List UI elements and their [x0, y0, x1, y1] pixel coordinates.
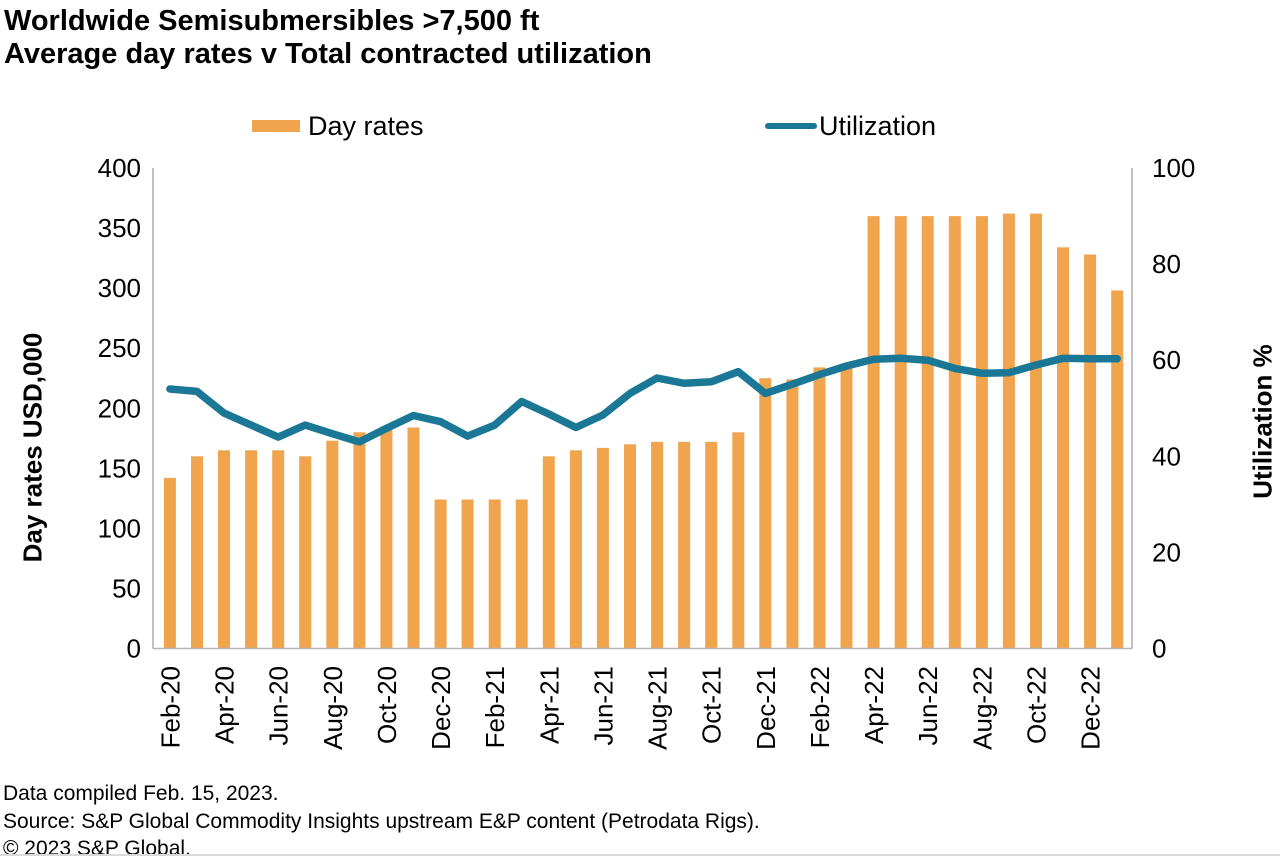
chart-footnotes: Data compiled Feb. 15, 2023. Source: S&P… [3, 780, 760, 857]
legend-label-utilization: Utilization [819, 111, 937, 141]
day-rates-bar [353, 432, 366, 649]
day-rates-bar [407, 427, 420, 649]
right-axis-tick-label: 60 [1152, 345, 1181, 375]
day-rates-bar [732, 432, 745, 649]
day-rates-bar [163, 477, 176, 649]
day-rates-bar [515, 499, 528, 649]
day-rates-bar [434, 499, 447, 649]
x-axis-tick-label: Aug-22 [967, 666, 997, 750]
x-axis-tick-label: Dec-21 [751, 666, 781, 750]
x-axis-tick-label: Aug-20 [318, 666, 348, 750]
day-rates-bar [813, 367, 826, 649]
left-axis-tick-label: 200 [98, 393, 141, 423]
x-axis-tick-label: Oct-21 [697, 666, 727, 744]
day-rates-bar [975, 216, 988, 649]
day-rates-bar [245, 450, 258, 649]
x-axis-tick-label: Feb-20 [155, 666, 185, 748]
right-axis-tick-label: 40 [1152, 441, 1181, 471]
left-axis-tick-label: 400 [98, 153, 141, 183]
day-rates-bar [461, 499, 474, 649]
day-rates-bar [840, 366, 853, 649]
day-rates-bar [1057, 247, 1069, 649]
day-rates-bar [624, 444, 636, 649]
x-axis-tick-label: Apr-20 [210, 666, 240, 744]
day-rates-bar [894, 216, 907, 649]
day-rates-bar [786, 379, 799, 649]
x-axis-tick-label: Oct-22 [1022, 666, 1052, 744]
bottom-divider [0, 854, 1280, 856]
right-axis-tick-label: 0 [1152, 634, 1166, 664]
day-rates-bar [596, 447, 609, 649]
utilization-swatch-icon [765, 123, 817, 129]
x-axis-tick-label: Feb-21 [480, 666, 510, 748]
day-rates-bar [867, 216, 880, 649]
day-rates-bar [326, 440, 339, 649]
day-rates-bar [705, 441, 718, 649]
day-rates-bar [1002, 213, 1015, 649]
x-axis-tick-label: Jun-20 [264, 666, 294, 746]
day-rates-bar [191, 456, 203, 649]
footnote-source: Source: S&P Global Commodity Insights up… [3, 809, 760, 833]
chart-title: Worldwide Semisubmersibles >7,500 ft Ave… [4, 5, 652, 71]
x-axis-tick-label: Jun-22 [913, 666, 943, 746]
x-axis-tick-label: Dec-20 [426, 666, 456, 750]
left-axis-tick-label: 100 [98, 513, 141, 543]
day-rates-bar [678, 441, 691, 649]
footnote-data-compiled: Data compiled Feb. 15, 2023. [3, 782, 279, 805]
chart-title-line1: Worldwide Semisubmersibles >7,500 ft [4, 5, 540, 37]
left-axis-tick-label: 350 [98, 213, 141, 243]
right-axis-tick-label: 100 [1152, 153, 1195, 183]
day-rates-bar [1111, 290, 1124, 649]
x-axis-tick-label: Feb-22 [805, 666, 835, 748]
day-rates-bar [542, 456, 555, 649]
day-rates-bar [218, 450, 230, 649]
day-rates-bar [272, 450, 285, 649]
day-rates-bar [759, 378, 772, 649]
left-axis-tick-label: 300 [98, 273, 141, 303]
left-axis-tick-label: 150 [98, 453, 141, 483]
legend-label-day-rates: Day rates [308, 111, 424, 141]
day-rates-bar [299, 456, 312, 649]
footnote-copyright: © 2023 S&P Global. [3, 837, 191, 857]
utilization-line [166, 354, 1121, 446]
day-rates-bar [1084, 254, 1097, 649]
left-axis-tick-label: 0 [127, 634, 141, 664]
day-rates-bar [651, 441, 664, 649]
x-axis-tick-label: Jun-21 [588, 666, 618, 746]
day-rates-bar [569, 450, 582, 649]
x-axis-tick-label: Oct-20 [372, 666, 402, 744]
day-rates-swatch-icon [252, 120, 300, 132]
chart-title-line2: Average day rates v Total contracted uti… [4, 38, 652, 70]
left-axis-tick-label: 250 [98, 333, 141, 363]
right-axis-tick-label: 80 [1152, 249, 1181, 279]
day-rates-bar [921, 216, 934, 649]
legend-item-utilization: Utilization [765, 108, 936, 144]
x-axis-tick-label: Apr-22 [859, 666, 889, 744]
x-axis-tick-label: Aug-21 [643, 666, 673, 750]
day-rates-bar [380, 426, 393, 649]
chart-legend: Day rates Utilization [0, 108, 1280, 144]
right-axis-tick-label: 20 [1152, 537, 1181, 567]
left-axis-tick-label: 50 [112, 573, 141, 603]
x-axis-tick-label: Apr-21 [534, 666, 564, 744]
day-rates-bar [1030, 213, 1042, 649]
day-rates-bar [488, 499, 501, 649]
legend-item-day-rates: Day rates [252, 108, 424, 144]
day-rates-bar [948, 216, 961, 649]
x-axis-tick-label: Dec-22 [1076, 666, 1106, 750]
